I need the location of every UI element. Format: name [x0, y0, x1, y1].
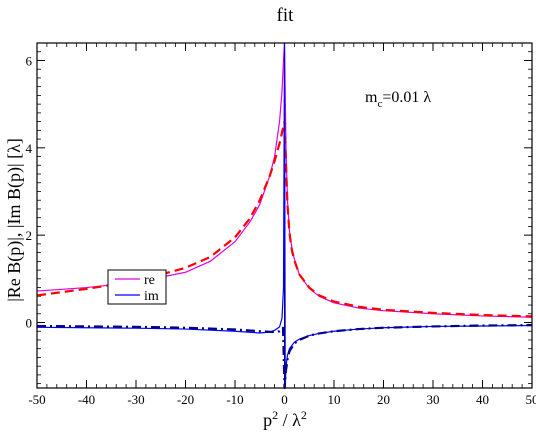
annotation-rest: =0.01 λ: [382, 89, 431, 106]
y-tick-label: 0: [26, 315, 33, 330]
y-axis-label: |Re B(p)|, |Im B(p)| [λ]: [4, 138, 25, 302]
x-tick-label: -40: [78, 392, 95, 407]
series-re-fit: [283, 121, 533, 318]
series-re-fit: [36, 121, 286, 297]
x-tick-label: 20: [377, 392, 390, 407]
annotation: mc=0.01 λ: [365, 89, 431, 110]
plot-frame: [36, 42, 533, 389]
minor-ticks: [37, 42, 532, 388]
x-axis-label-sup2: 2: [301, 408, 307, 422]
annotation-sub: c: [377, 98, 382, 110]
series-re: [283, 42, 533, 318]
x-tick-label: -20: [177, 392, 194, 407]
x-axis-label-sep: / λ: [278, 410, 301, 430]
x-tick-label: 30: [427, 392, 440, 407]
x-tick-label: 0: [281, 392, 288, 407]
y-tick-label: 4: [26, 141, 33, 156]
x-axis-label-main: p: [263, 410, 272, 430]
y-tick-label: 6: [26, 53, 33, 68]
x-tick-label: 50: [526, 392, 536, 407]
legend-label-im: im: [144, 289, 159, 304]
y-tick-labels: 0 2 4 6: [26, 53, 33, 330]
x-tick-labels: -50 -40 -30 -20 -10 0 10 20 30 40 50: [28, 392, 536, 407]
legend-label-re: re: [144, 273, 155, 288]
x-tick-label: 40: [476, 392, 489, 407]
x-tick-label: -50: [28, 392, 45, 407]
chart-title: fit: [277, 5, 295, 26]
x-tick-label: -10: [226, 392, 243, 407]
annotation-main: m: [365, 89, 378, 106]
x-tick-label: -30: [127, 392, 144, 407]
x-axis-label-sup1: 2: [272, 408, 278, 422]
y-tick-label: 2: [26, 228, 33, 243]
legend: re im: [107, 269, 167, 305]
x-axis-label: p2 / λ2: [263, 408, 307, 430]
series-im-fit: [36, 324, 533, 390]
x-tick-label: 10: [328, 392, 341, 407]
legend-box: [107, 269, 167, 305]
series-re: [36, 42, 286, 292]
